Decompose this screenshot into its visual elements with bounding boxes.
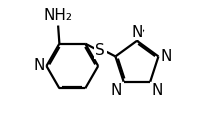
Text: N: N <box>160 49 172 64</box>
Text: N: N <box>131 25 143 39</box>
Text: S: S <box>95 43 105 58</box>
Text: N: N <box>33 58 44 74</box>
Text: N: N <box>111 83 122 98</box>
Text: NH₂: NH₂ <box>44 8 73 23</box>
Text: N: N <box>151 83 163 98</box>
